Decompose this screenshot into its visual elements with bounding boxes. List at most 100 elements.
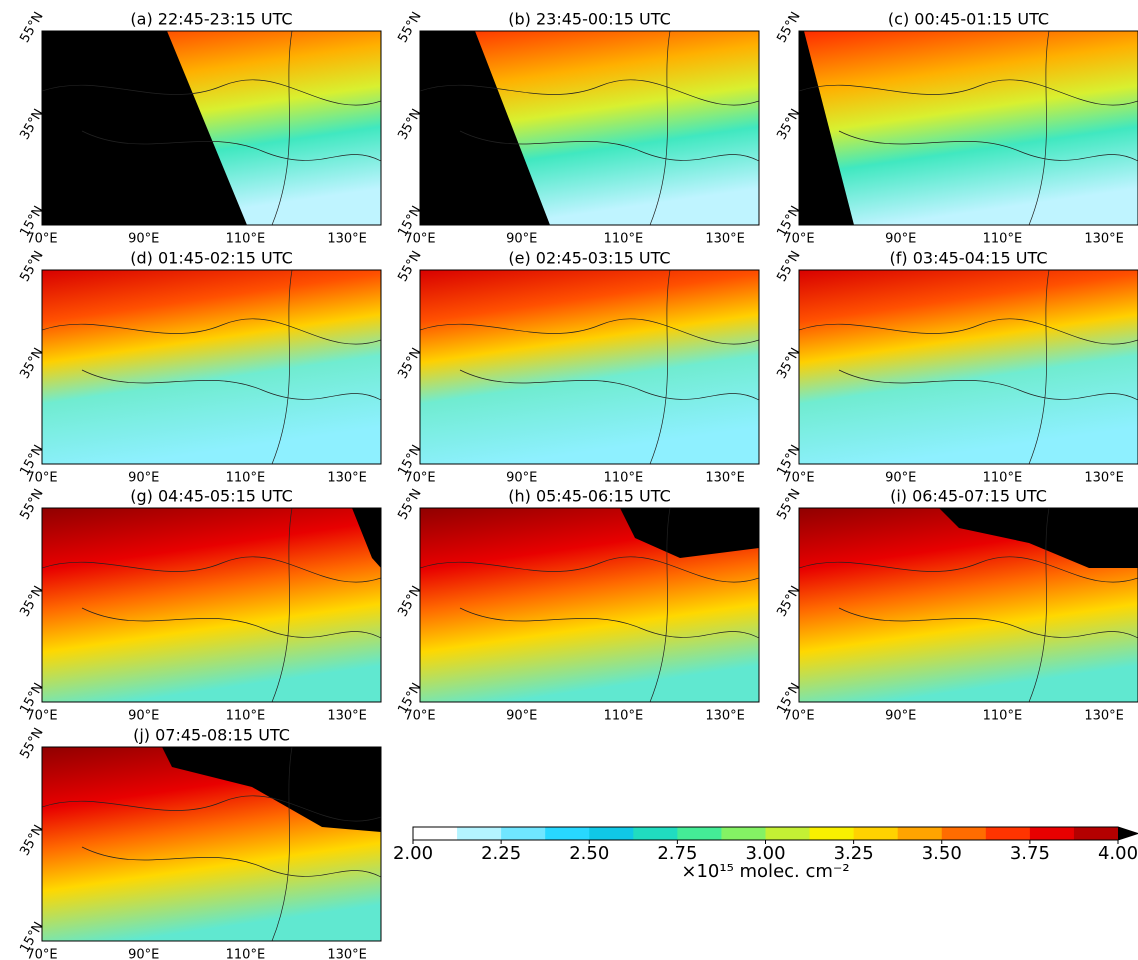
lon-label: 70°E [404,471,435,486]
lon-label: 70°E [783,232,814,247]
colorbar-tick-label: 2.00 [393,843,433,864]
colorbar-tick-label: 2.50 [569,843,609,864]
map-field [799,270,1138,464]
lon-label: 70°E [26,471,57,486]
lon-label: 110°E [226,948,266,960]
map-field [420,508,759,702]
boundary [42,270,381,464]
lon-label: 110°E [604,471,644,486]
lon-label: 110°E [226,232,266,247]
colorbar-segment [589,827,634,840]
map-field [799,508,1138,702]
no-data-region [620,508,759,558]
lon-label: 130°E [705,709,745,724]
field [42,270,381,464]
map-field [799,31,1138,225]
lon-label: 70°E [783,471,814,486]
panel-title: (d) 01:45-02:15 UTC [130,249,293,268]
panel-title: (i) 06:45-07:15 UTC [890,487,1047,506]
lon-label: 70°E [404,709,435,724]
lon-label: 130°E [705,471,745,486]
no-data-region [352,508,381,568]
map-field [42,747,381,941]
panel-title: (c) 00:45-01:15 UTC [888,10,1049,29]
field [799,270,1138,464]
colorbar-segment [633,827,678,840]
colorbar-tick-label: 3.50 [922,843,962,864]
lon-label: 70°E [404,232,435,247]
boundary [42,508,381,702]
boundary [799,508,1138,702]
panel-title: (g) 04:45-05:15 UTC [130,487,293,506]
colorbar-frame [412,826,1138,841]
colorbar-segment [677,827,722,840]
lon-label: 70°E [26,232,57,247]
lon-label: 90°E [885,709,916,724]
panel-frame [798,507,1138,703]
map-field [42,508,381,702]
boundary [420,508,759,702]
colorbar-tick-label: 2.75 [657,843,697,864]
colorbar-segment [413,827,458,840]
colorbar-segment [1073,827,1119,840]
panel-title: (b) 23:45-00:15 UTC [508,10,671,29]
lon-label: 70°E [26,948,57,960]
colorbar-segment [941,827,987,840]
colorbar-tick-label: 3.00 [745,843,785,864]
lon-label: 90°E [128,232,159,247]
colorbar-segment [809,827,855,840]
lon-label: 130°E [327,232,367,247]
lon-label: 110°E [226,709,266,724]
boundary [799,31,1138,225]
lon-label: 90°E [128,709,159,724]
lon-label: 130°E [327,471,367,486]
lon-label: 70°E [783,709,814,724]
map-field [420,31,759,225]
lon-label: 90°E [506,232,537,247]
lon-label: 130°E [1084,232,1124,247]
lon-label: 90°E [128,948,159,960]
lon-label: 130°E [705,232,745,247]
panel-frame [419,269,760,465]
panel-frame [798,269,1138,465]
map-field [420,270,759,464]
panel-title: (a) 22:45-23:15 UTC [130,10,292,29]
colorbar-label: ×10¹⁵ molec. cm⁻² [681,861,849,882]
lon-label: 90°E [885,471,916,486]
colorbar-extend [1118,827,1138,840]
panel-frame [798,30,1138,226]
colorbar-segment [897,827,943,840]
colorbar-segment [853,827,899,840]
map-field [42,31,381,225]
panel-frame [41,30,382,226]
boundary [420,270,759,464]
no-data-region [420,31,550,225]
colorbar-tick-label: 3.25 [834,843,874,864]
panel-frame [41,746,382,942]
field [420,270,759,464]
no-data-region [42,31,247,225]
boundary [42,31,381,225]
panel-frame [41,269,382,465]
colorbar-tick-label: 4.00 [1098,843,1138,864]
lon-label: 70°E [26,709,57,724]
panel-title: (e) 02:45-03:15 UTC [508,249,670,268]
colorbar-tick-label: 3.75 [1010,843,1050,864]
colorbar-segment [501,827,546,840]
no-data-region [799,31,854,225]
lon-label: 90°E [128,471,159,486]
panel-title: (f) 03:45-04:15 UTC [890,249,1048,268]
lon-label: 110°E [983,709,1023,724]
panel-frame [419,30,760,226]
panel-title: (j) 07:45-08:15 UTC [133,726,290,745]
lon-label: 110°E [226,471,266,486]
field [42,508,381,702]
colorbar: 2.00 2.25 2.50 2.75 3.00 3.25 3.50 3.75 4.00 ×10¹… [393,826,1138,882]
colorbar-segment [721,827,766,840]
